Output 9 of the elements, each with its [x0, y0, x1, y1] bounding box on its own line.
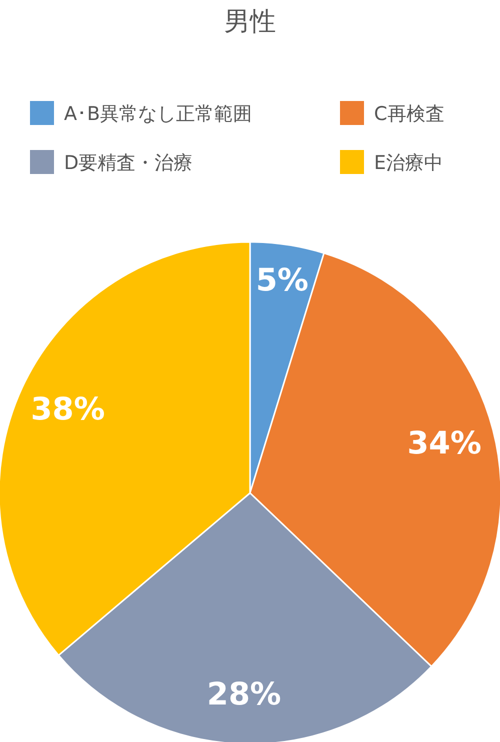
legend-label: D要精査・治療	[64, 152, 193, 174]
data-label: 28%	[206, 676, 282, 713]
legend-label: A･B異常なし正常範囲	[64, 103, 252, 125]
data-label: 34%	[407, 425, 482, 462]
legend-label: C再検査	[374, 103, 444, 125]
data-label: 5%	[256, 262, 308, 299]
data-label: 38%	[30, 392, 105, 428]
legend-label: E治療中	[374, 152, 444, 174]
chart-title: 男性	[224, 7, 276, 37]
